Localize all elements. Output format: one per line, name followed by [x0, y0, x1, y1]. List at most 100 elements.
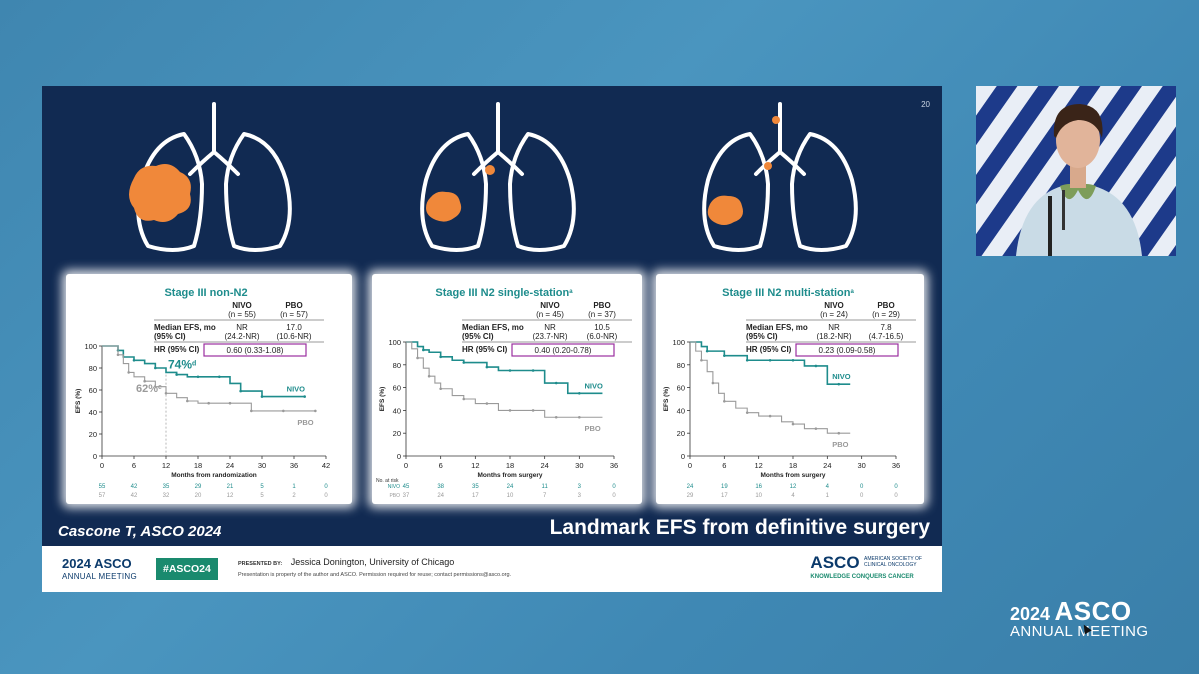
- series-label-nivo: NIVO: [832, 372, 851, 381]
- at-risk-nivo-value: 3: [578, 484, 582, 490]
- at-risk-nivo-value: 0: [894, 484, 898, 490]
- at-risk-nivo-value: 5: [260, 484, 264, 490]
- table-col-pbo: PBO: [877, 301, 894, 310]
- pbo-censor-mark: [416, 356, 419, 360]
- table-pbo-median: 7.8: [880, 323, 892, 332]
- pbo-censor-mark: [427, 374, 431, 378]
- x-tick-label: 0: [688, 461, 692, 470]
- presenter-name: Jessica Donington, University of Chicago: [290, 557, 455, 567]
- table-hr-label: HR (95% CI): [746, 345, 792, 354]
- chart-title: Stage III non-N2: [164, 287, 247, 299]
- pbo-curve: [406, 341, 603, 418]
- nivo-censor-mark: [175, 373, 178, 376]
- x-axis-label: Months from surgery: [477, 472, 542, 479]
- pbo-censor-mark: [531, 409, 535, 412]
- table-pbo-ci: (10.6-NR): [276, 332, 311, 341]
- km-chart-non-n2: Stage III non-N2 NIVO(n = 55) PBO (n = 57) M…: [75, 287, 330, 499]
- x-tick-label: 24: [823, 461, 831, 470]
- table-col-nivo-n: (n = 24): [820, 310, 848, 319]
- table-nivo-median: NR: [544, 323, 556, 332]
- x-tick-label: 36: [610, 461, 618, 470]
- hr-highlight-box: [795, 343, 899, 357]
- nivo-censor-mark: [791, 358, 795, 362]
- nivo-censor-mark: [508, 369, 512, 372]
- table-col-pbo-n: (n = 57): [280, 310, 308, 319]
- nivo-censor-mark: [462, 361, 466, 364]
- at-risk-nivo-value: 11: [542, 484, 549, 490]
- tumor-icon: [426, 191, 462, 222]
- table-row-label-ci: (95% CI): [154, 332, 186, 341]
- tumor-icon: [707, 195, 743, 225]
- chart-panel-multi-station: Stage III N2 multi-stationa NIVO (n = 24) P…: [656, 274, 924, 504]
- lung-icon: [420, 102, 576, 252]
- at-risk-pbo-value: 0: [612, 493, 616, 499]
- landmark-nivo-pct: 74%d: [168, 358, 196, 372]
- series-label-pbo: PBO: [584, 424, 600, 433]
- chart-panel-non-n2: Stage III non-N2 NIVO (n = 55) PBO (n = 57) M…: [66, 274, 352, 504]
- x-tick-label: 12: [162, 461, 170, 470]
- table-nivo-ci: (24.2-NR): [224, 332, 259, 341]
- at-risk-pbo-value: 2: [292, 493, 296, 499]
- citation: Cascone T, ASCO 2024: [58, 523, 222, 540]
- y-tick-label: 100: [84, 342, 97, 351]
- y-tick-label: 60: [677, 384, 685, 393]
- at-risk-nivo-label: NIVO: [388, 484, 400, 490]
- pbo-censor-mark: [186, 399, 189, 403]
- table-row-label-ci: (95% CI): [746, 332, 778, 341]
- x-tick-label: 6: [439, 461, 443, 470]
- pbo-curve: [102, 345, 316, 412]
- nivo-censor-mark: [578, 392, 581, 395]
- at-risk-nivo-value: 35: [163, 484, 170, 490]
- nivo-censor-mark: [485, 365, 489, 369]
- table-hr-value: 0.40 (0.20-0.78): [535, 346, 592, 355]
- y-tick-label: 80: [89, 364, 97, 373]
- speaker-video: [976, 86, 1176, 256]
- series-label-nivo: NIVO: [584, 381, 603, 390]
- pbo-censor-mark: [207, 401, 210, 405]
- pbo-censor-mark: [250, 409, 253, 413]
- at-risk-pbo-value: 3: [578, 493, 582, 499]
- table-col-nivo-n: (n = 55): [228, 310, 256, 319]
- nivo-censor-mark: [723, 354, 726, 357]
- pbo-censor-mark: [127, 371, 130, 374]
- pbo-censor-mark: [578, 415, 581, 419]
- y-tick-label: 100: [388, 338, 401, 347]
- at-risk-nivo-value: 4: [826, 484, 830, 490]
- society-tagline: KNOWLEDGE CONQUERS CANCER: [810, 574, 914, 580]
- pbo-censor-mark: [723, 399, 726, 403]
- pbo-censor-mark: [282, 409, 285, 413]
- nivo-censor-mark: [196, 375, 200, 379]
- landmark-pbo-pct: 62%e: [136, 383, 162, 395]
- at-risk-nivo-value: 24: [687, 484, 694, 490]
- asco-society-logo: ASCO AMERICAN SOCIETY OF CLINICAL ONCOLO…: [810, 553, 924, 580]
- table-col-nivo-n: (n = 45): [536, 310, 564, 319]
- at-risk-pbo-value: 42: [131, 493, 138, 499]
- nivo-censor-mark: [837, 382, 841, 386]
- at-risk-pbo-value: 17: [472, 493, 479, 499]
- at-risk-nivo-value: 0: [612, 484, 616, 490]
- series-label-pbo: PBO: [297, 418, 313, 427]
- table-row-label: Median EFS, mo: [154, 323, 216, 332]
- at-risk-pbo-value: 37: [403, 493, 410, 499]
- at-risk-pbo-value: 12: [227, 493, 234, 499]
- table-col-pbo-n: (n = 37): [588, 310, 616, 319]
- at-risk-pbo-value: 5: [260, 493, 264, 499]
- x-tick-label: 42: [322, 461, 330, 470]
- at-risk-pbo-value: 4: [791, 493, 795, 499]
- table-hr-label: HR (95% CI): [154, 345, 200, 354]
- at-risk-nivo-value: 38: [437, 484, 444, 490]
- chart-title: Stage III N2 multi-stationa: [722, 287, 854, 299]
- tumor-icon: [129, 164, 191, 222]
- tumor-icon: [764, 162, 772, 170]
- at-risk-pbo-value: 10: [507, 493, 514, 499]
- table-col-nivo: NIVO: [232, 301, 252, 310]
- pbo-censor-mark: [554, 415, 558, 419]
- nivo-censor-mark: [705, 349, 709, 353]
- at-risk-nivo-value: 0: [860, 484, 864, 490]
- at-risk-pbo-value: 29: [687, 493, 694, 499]
- pbo-censor-mark: [462, 397, 466, 401]
- pbo-censor-mark: [814, 427, 818, 430]
- y-tick-label: 0: [93, 452, 97, 461]
- at-risk-nivo-value: 45: [403, 484, 410, 490]
- lung-icon: [702, 102, 858, 252]
